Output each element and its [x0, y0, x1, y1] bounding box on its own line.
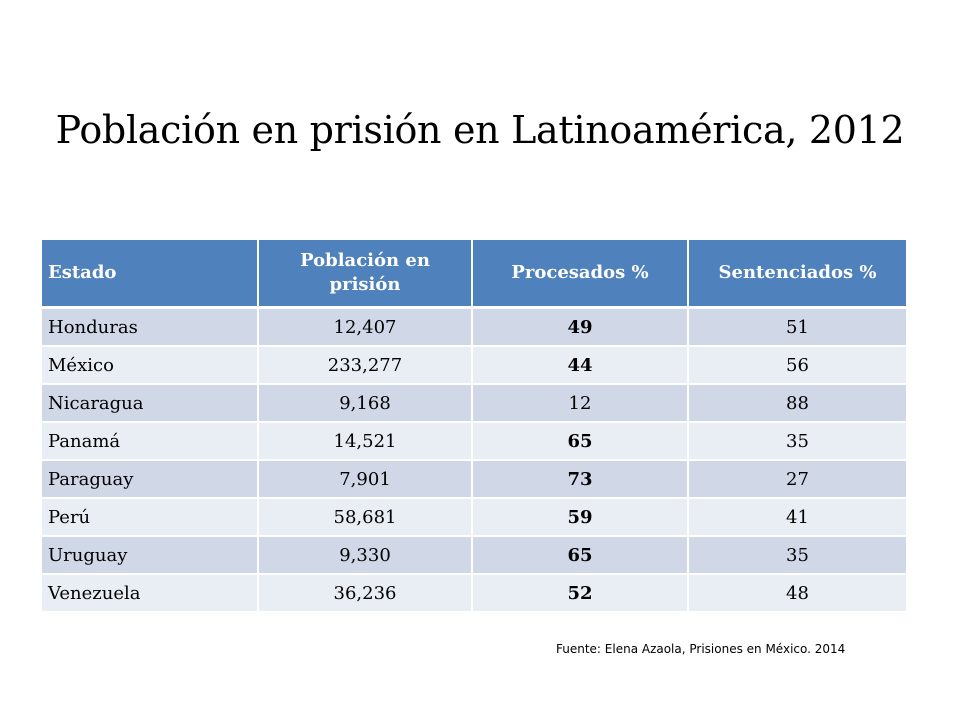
cell-sentenciados: 27: [688, 460, 906, 499]
header-estado: Estado: [42, 240, 259, 309]
cell-procesados: 59: [472, 498, 689, 537]
cell-procesados: 52: [472, 574, 689, 613]
cell-estado: Panamá: [42, 422, 259, 461]
table-row: Uruguay 9,330 65 35: [42, 536, 906, 575]
table-row: Perú 58,681 59 41: [42, 498, 906, 537]
cell-estado: Uruguay: [42, 536, 259, 575]
cell-poblacion: 12,407: [258, 307, 473, 347]
table-row: México 233,277 44 56: [42, 346, 906, 385]
cell-poblacion: 7,901: [258, 460, 473, 499]
cell-procesados: 73: [472, 460, 689, 499]
cell-sentenciados: 35: [688, 422, 906, 461]
slide-title: Población en prisión en Latinoamérica, 2…: [55, 108, 905, 152]
cell-sentenciados: 41: [688, 498, 906, 537]
cell-poblacion: 233,277: [258, 346, 473, 385]
cell-estado: Paraguay: [42, 460, 259, 499]
cell-sentenciados: 51: [688, 307, 906, 347]
table-row: Honduras 12,407 49 51: [42, 307, 906, 347]
cell-procesados: 44: [472, 346, 689, 385]
cell-poblacion: 9,168: [258, 384, 473, 423]
cell-estado: Nicaragua: [42, 384, 259, 423]
table-row: Venezuela 36,236 52 48: [42, 574, 906, 613]
cell-poblacion: 9,330: [258, 536, 473, 575]
cell-estado: México: [42, 346, 259, 385]
prison-population-table: Estado Población en prisión Procesados %…: [42, 240, 906, 613]
cell-estado: Perú: [42, 498, 259, 537]
cell-procesados: 65: [472, 536, 689, 575]
table-row: Panamá 14,521 65 35: [42, 422, 906, 461]
cell-poblacion: 14,521: [258, 422, 473, 461]
cell-procesados: 12: [472, 384, 689, 423]
header-sentenciados: Sentenciados %: [688, 240, 906, 309]
cell-procesados: 65: [472, 422, 689, 461]
cell-sentenciados: 48: [688, 574, 906, 613]
cell-procesados: 49: [472, 307, 689, 347]
cell-sentenciados: 56: [688, 346, 906, 385]
cell-sentenciados: 35: [688, 536, 906, 575]
table-row: Paraguay 7,901 73 27: [42, 460, 906, 499]
cell-estado: Honduras: [42, 307, 259, 347]
source-note: Fuente: Elena Azaola, Prisiones en Méxic…: [556, 642, 846, 656]
header-poblacion: Población en prisión: [258, 240, 473, 309]
cell-estado: Venezuela: [42, 574, 259, 613]
cell-sentenciados: 88: [688, 384, 906, 423]
header-procesados: Procesados %: [472, 240, 689, 309]
table-header-row: Estado Población en prisión Procesados %…: [42, 240, 906, 309]
table-row: Nicaragua 9,168 12 88: [42, 384, 906, 423]
cell-poblacion: 58,681: [258, 498, 473, 537]
cell-poblacion: 36,236: [258, 574, 473, 613]
